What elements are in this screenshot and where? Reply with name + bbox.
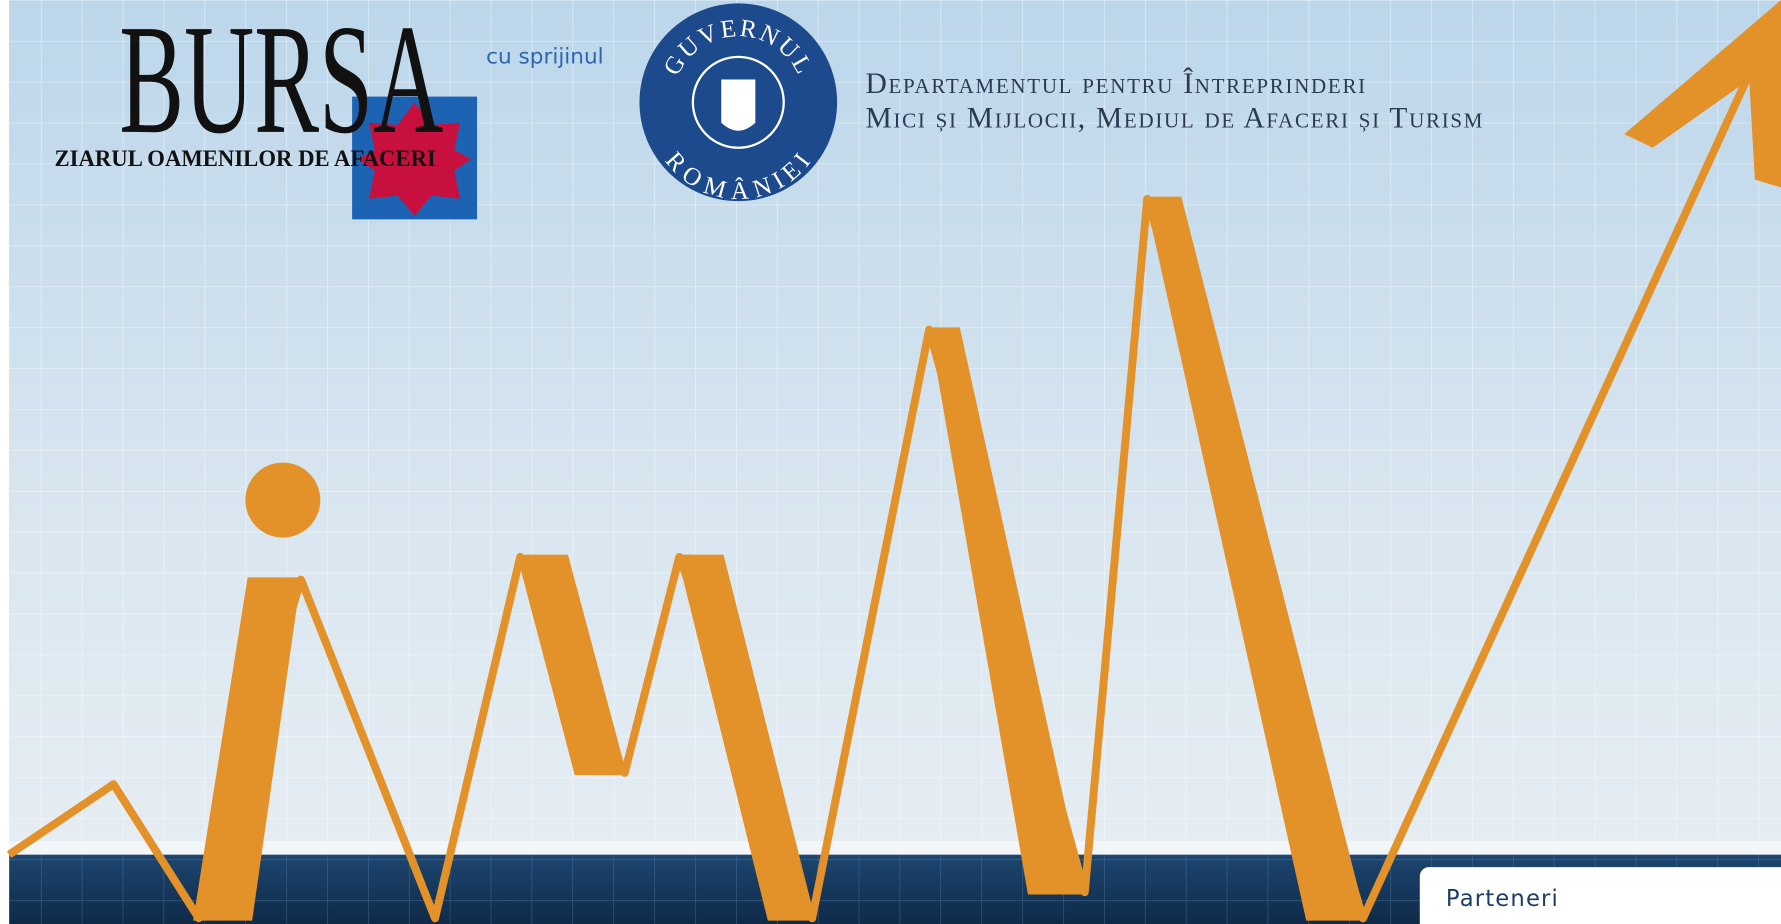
emblem-shield (721, 80, 755, 131)
logo-text: BURSA (119, 0, 443, 167)
logo-tagline: ZIARUL OAMENILOR DE AFACERI (55, 146, 436, 171)
body: BURSA ZIARUL OAMENILOR DE AFACERI cu spr… (0, 0, 1781, 924)
banner: BURSA ZIARUL OAMENILOR DE AFACERI cu spr… (0, 0, 1781, 924)
partners-title: Parteneri (1446, 886, 1559, 912)
department-line1: Departamentul pentru Întreprinderi (866, 67, 1367, 100)
band-edge (9, 841, 1781, 855)
left-edge (0, 0, 9, 924)
page: Banner {"header": {"logo": "BURSA", "tag… (0, 0, 1781, 924)
support-text: cu sprijinul (486, 45, 604, 70)
department-line2: Mici și Mijlocii, Mediul de Afaceri și T… (866, 102, 1485, 134)
